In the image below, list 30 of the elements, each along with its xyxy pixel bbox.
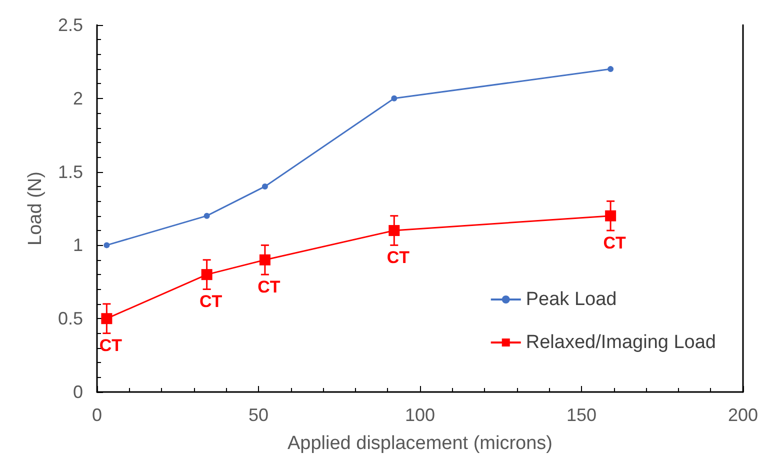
point [605, 210, 616, 222]
legend-label: Peak Load [526, 289, 617, 310]
x-tick-label: 100 [404, 405, 436, 425]
point [262, 183, 268, 190]
point [204, 212, 210, 219]
x-tick-label: 150 [566, 405, 597, 425]
y-tick-label: 2 [72, 88, 83, 108]
x-tick-label: 0 [92, 405, 102, 425]
point [201, 269, 212, 280]
x-tick-label: 50 [248, 405, 269, 425]
y-tick-label: 1 [72, 235, 83, 256]
annotation: CT [199, 292, 223, 312]
y-tick-label: 0 [72, 382, 83, 402]
point [101, 313, 112, 324]
y-tick-label: 0.5 [58, 308, 83, 329]
annotation: CT [258, 277, 281, 296]
point [608, 66, 614, 72]
y-tick-label: 2.5 [58, 15, 83, 35]
point [388, 225, 400, 236]
annotation: CT [603, 233, 626, 252]
y-tick-label: 1.5 [58, 162, 83, 182]
legend-label: Relaxed/Imaging Load [526, 332, 716, 353]
point [104, 242, 110, 248]
y-axis-title: Load (N) [25, 172, 46, 246]
annotation: CT [386, 248, 410, 268]
x-axis-title: Applied displacement (microns) [287, 433, 553, 454]
annotation: CT [99, 336, 123, 356]
point [391, 95, 398, 102]
point [259, 254, 270, 266]
x-tick-label: 200 [728, 405, 758, 425]
